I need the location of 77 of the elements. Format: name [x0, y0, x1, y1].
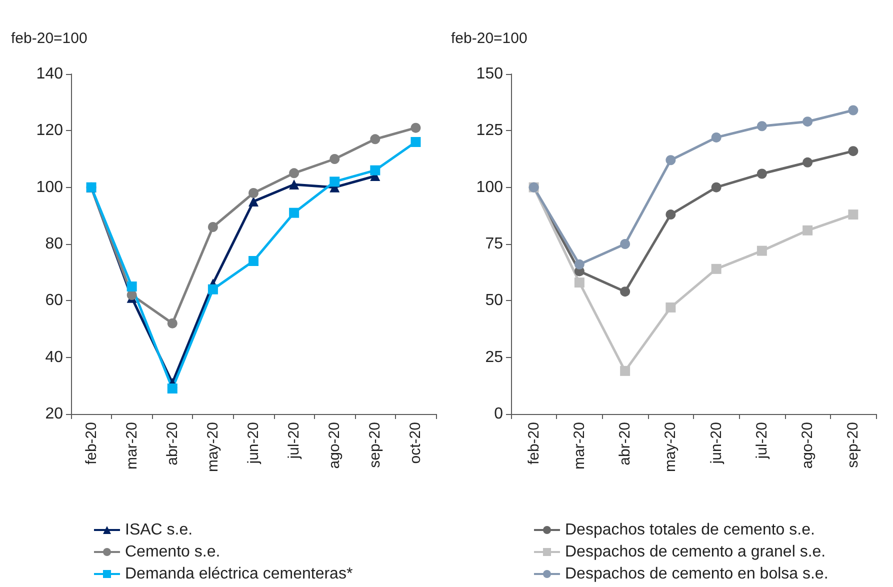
x-tick-label: abr-20	[164, 422, 181, 466]
point	[802, 157, 813, 168]
y-tick-label: 0	[494, 406, 504, 422]
point	[410, 122, 421, 133]
point	[208, 284, 218, 294]
y-tick-label: 100	[36, 178, 64, 196]
point	[574, 259, 584, 270]
point	[848, 105, 858, 116]
legend-label: Despachos de cemento en bolsa s.e.	[565, 566, 828, 582]
x-tick-label: sep-20	[366, 422, 384, 468]
y-tick-label: 140	[36, 66, 64, 82]
point	[330, 154, 340, 164]
point	[620, 366, 630, 376]
x-tick-label: ago-20	[799, 422, 816, 469]
y-tick-label: 40	[45, 348, 64, 366]
x-tick-label: mar-20	[123, 422, 140, 470]
x-tick-label: sep-20	[844, 422, 862, 468]
legend-label: ISAC s.e.	[125, 522, 193, 538]
point	[167, 318, 178, 328]
point	[248, 196, 258, 206]
x-tick-label: feb-20	[525, 422, 542, 465]
point	[802, 225, 813, 236]
point	[756, 168, 767, 179]
legend-label: Cemento s.e.	[125, 544, 220, 560]
x-tick-label: ago-20	[326, 422, 344, 469]
point	[711, 264, 722, 274]
x-tick-label: mar-20	[570, 422, 588, 470]
point	[126, 290, 137, 300]
point	[756, 246, 767, 256]
x-tick-label: jul-20	[753, 422, 770, 460]
point	[711, 132, 722, 142]
point	[848, 210, 858, 220]
x-tick-label: may-20	[204, 422, 222, 472]
point	[370, 134, 380, 144]
x-tick-label: abr-20	[616, 422, 634, 466]
y-tick-label: 60	[45, 292, 64, 310]
x-tick-label: jul-20	[286, 422, 303, 460]
legend-label: Despachos de cemento a granel s.e.	[565, 544, 826, 560]
point	[330, 176, 340, 187]
point	[126, 282, 137, 292]
y-axis-title: feb-20=100	[451, 30, 528, 47]
y-tick-label: 25	[485, 348, 504, 366]
y-tick-label: 125	[476, 122, 504, 140]
point	[756, 121, 767, 132]
point	[666, 302, 676, 312]
y-tick-label: 20	[45, 406, 64, 422]
point	[802, 116, 813, 127]
x-tick-label: oct-20	[407, 422, 424, 464]
y-tick-label: 150	[476, 66, 504, 82]
y-tick-label: 100	[476, 178, 504, 196]
y-tick-label: 80	[45, 236, 64, 252]
y-tick-label: 75	[485, 236, 504, 252]
x-tick-label: jun-20	[245, 422, 262, 465]
point	[248, 256, 258, 266]
legend-label: Demanda eléctrica cementeras*	[125, 566, 353, 582]
y-tick-label: 120	[36, 122, 64, 140]
point	[574, 278, 584, 288]
x-tick-label: feb-20	[82, 422, 100, 465]
legend-label: Despachos totales de cemento s.e.	[565, 522, 815, 538]
point	[208, 222, 218, 232]
point	[620, 286, 630, 297]
point	[289, 168, 300, 178]
point	[666, 210, 676, 220]
point	[248, 188, 258, 198]
y-tick-label: 50	[485, 292, 504, 310]
point	[289, 180, 300, 190]
point	[711, 182, 722, 192]
point	[289, 208, 300, 218]
point	[666, 155, 676, 166]
point	[848, 146, 858, 156]
x-tick-label: jun-20	[708, 422, 725, 465]
point	[620, 239, 630, 249]
point	[370, 165, 380, 176]
point	[410, 137, 421, 147]
y-axis-title: feb-20=100	[11, 30, 88, 47]
point	[167, 384, 178, 394]
x-tick-label: may-20	[662, 422, 680, 472]
